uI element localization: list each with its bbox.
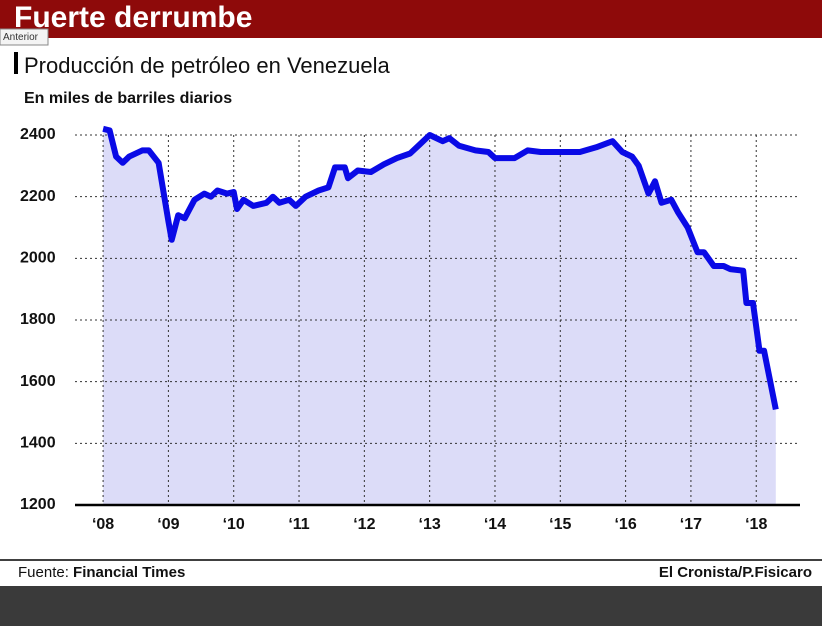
source-label: Fuente:: [18, 564, 69, 581]
chart-title: Producción de petróleo en Venezuela: [24, 53, 390, 78]
x-tick-label: ‘11: [288, 516, 309, 533]
chart-subtitle: En miles de barriles diarios: [24, 90, 232, 107]
x-tick-label: ‘16: [614, 516, 636, 533]
banner-title: Fuerte derrumbe: [14, 1, 252, 34]
x-tick-label: ‘18: [745, 516, 767, 533]
source: Financial Times: [73, 564, 185, 581]
y-tick-label: 1800: [20, 311, 56, 328]
y-tick-label: 2400: [20, 126, 56, 143]
line: [102, 125, 779, 410]
x-tick-label: ‘17: [680, 516, 702, 533]
x-tick-label: ‘13: [419, 516, 441, 533]
y-tick-label: 2000: [20, 250, 56, 267]
x-tick-label: ‘15: [549, 516, 571, 533]
plot: 1200 1400 1600 1800 2000 2200 2400 ‘08 ‘09 ‘10 ‘11…: [20, 125, 800, 533]
area: [103, 128, 776, 506]
x-tick-label: ‘08: [92, 516, 114, 533]
x-tick-label: ‘10: [223, 516, 245, 533]
banner-bar: [0, 0, 822, 38]
tooltip-box: [0, 28, 49, 46]
x-tick-label: ‘09: [157, 516, 179, 533]
bottom-bar: [0, 586, 822, 626]
y-tick-label: 1600: [20, 373, 56, 390]
tooltip: Anterior: [3, 32, 39, 43]
footer-source: Fuente: Financial Times: [18, 564, 185, 581]
y-tick-label: 1400: [20, 435, 56, 452]
x-tick-label: ‘12: [353, 516, 375, 533]
title-marker: [14, 52, 18, 74]
footer-credit: El Cronista/P.Fisicaro: [659, 564, 812, 581]
y-tick-label: 2200: [20, 188, 56, 205]
x-tick-label: ‘14: [484, 516, 506, 533]
y-tick-label: 1200: [20, 496, 56, 513]
